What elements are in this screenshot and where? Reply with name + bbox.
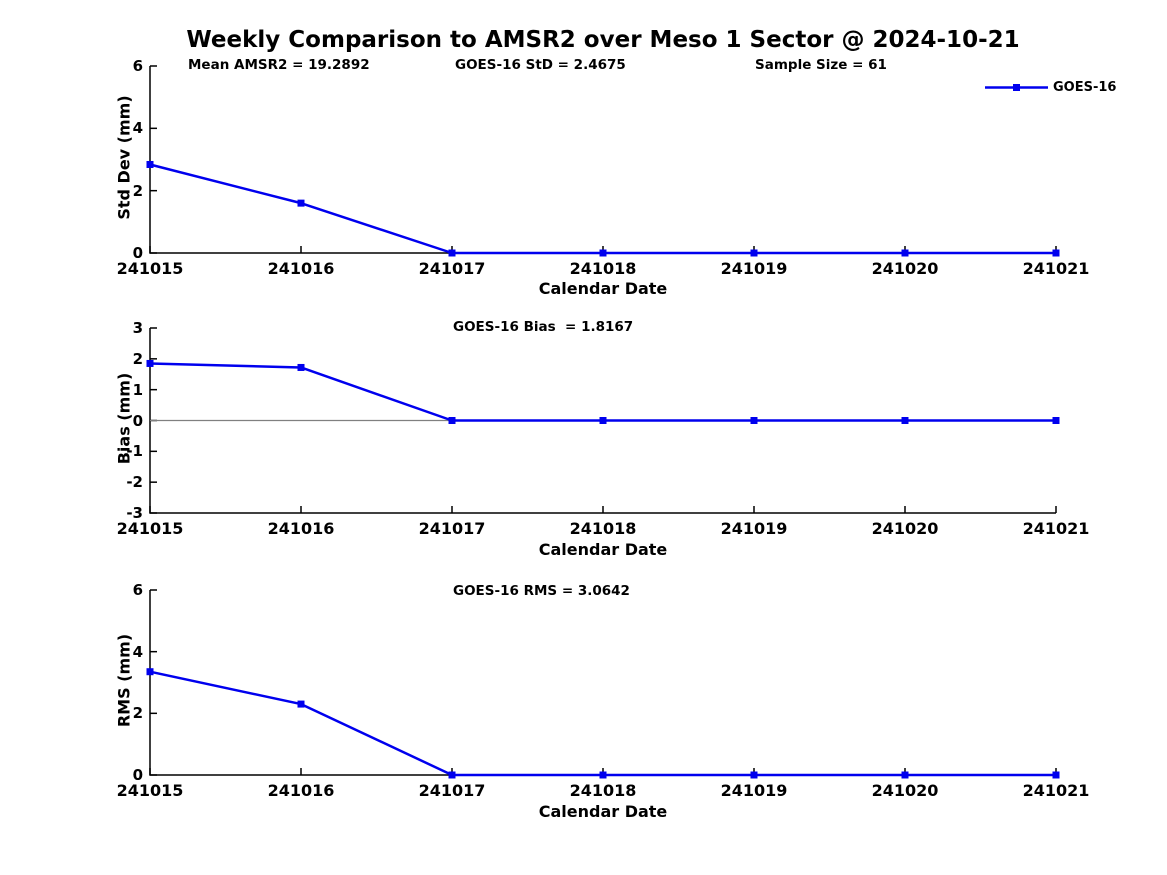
x-tick-label: 241019 [720,519,788,538]
chart-title: Weekly Comparison to AMSR2 over Meso 1 S… [186,27,1020,53]
x-tick-label: 241019 [720,781,788,800]
series-line-goes-16 [149,670,1056,777]
x-tick-label: 241018 [569,259,637,278]
x-tick-label: 241015 [116,781,184,800]
data-point-marker [146,668,154,676]
x-tick-label: 241016 [267,259,335,278]
x-tick-label: 241015 [116,519,184,538]
x-axis-label-3: Calendar Date [538,802,668,821]
y-tick-label: 1 [132,380,143,399]
data-point-marker [448,417,456,424]
y-tick-label: -3 [126,504,143,522]
series-line-goes-16 [149,163,1056,255]
y-tick-label: 4 [132,642,143,661]
annotation-sample-size: Sample Size = 61 [755,57,887,73]
data-point-marker [750,417,758,424]
data-point-marker [901,249,909,257]
data-point-marker [901,417,909,424]
x-tick-label: 241021 [1022,259,1090,278]
axis-spine [149,66,1056,254]
x-tick-label: 241021 [1022,781,1090,800]
y-axis-label-rms: RMS (mm) [114,633,134,728]
data-point-marker [750,771,758,779]
x-tick-label: 241015 [116,259,184,278]
x-tick-label: 241017 [418,259,486,278]
y-tick-label: 6 [132,581,143,599]
legend-entry-goes16: GOES-16 [1053,80,1117,95]
x-tick-label: 241016 [267,781,335,800]
y-tick-label: 4 [132,119,143,138]
annotation-goes16-rms: GOES-16 RMS = 3.0642 [453,583,630,599]
data-point-marker [901,771,909,779]
data-point-marker [1052,417,1060,424]
y-tick-label: 3 [132,319,143,337]
y-tick-label: 0 [132,411,143,430]
data-point-marker [1052,249,1060,257]
annotation-goes16-std: GOES-16 StD = 2.4675 [455,57,626,73]
y-tick-label: -1 [126,442,143,461]
data-point-marker [448,771,456,779]
y-tick-label: 2 [132,349,143,368]
data-point-marker [297,363,305,371]
data-point-marker [1052,771,1060,779]
x-tick-label: 241017 [418,519,486,538]
data-point-marker [750,249,758,257]
annotation-mean-amsr2: Mean AMSR2 = 19.2892 [188,57,370,73]
x-tick-label: 241020 [871,781,939,800]
y-tick-label: 0 [132,766,143,784]
x-tick-label: 241018 [569,781,637,800]
annotation-goes16-bias: GOES-16 Bias = 1.8167 [453,319,634,335]
x-tick-label: 241020 [871,519,939,538]
y-axis-label-stddev: Std Dev (mm) [114,95,134,220]
data-point-marker [599,771,607,779]
y-tick-label: 2 [132,181,143,200]
data-point-marker [146,359,154,367]
x-tick-label: 241017 [418,781,486,800]
data-point-marker [297,700,305,708]
data-point-marker [297,199,305,207]
series-line-goes-16 [149,362,1056,422]
x-tick-label: 241020 [871,259,939,278]
x-tick-label: 241016 [267,519,335,538]
legend-marker-sample [1013,84,1020,91]
x-axis-label-2: Calendar Date [538,540,668,559]
data-point-marker [146,160,154,168]
data-point-marker [599,417,607,424]
y-tick-label: 2 [132,704,143,723]
data-point-marker [599,249,607,257]
x-axis-label-1: Calendar Date [538,279,668,298]
x-tick-label: 241018 [569,519,637,538]
x-tick-label: 241021 [1022,519,1090,538]
x-tick-label: 241019 [720,259,788,278]
y-tick-label: 0 [132,244,143,262]
data-point-marker [448,249,456,257]
axis-spine [149,590,1056,776]
y-tick-label: -2 [126,473,143,492]
y-tick-label: 6 [132,57,143,75]
